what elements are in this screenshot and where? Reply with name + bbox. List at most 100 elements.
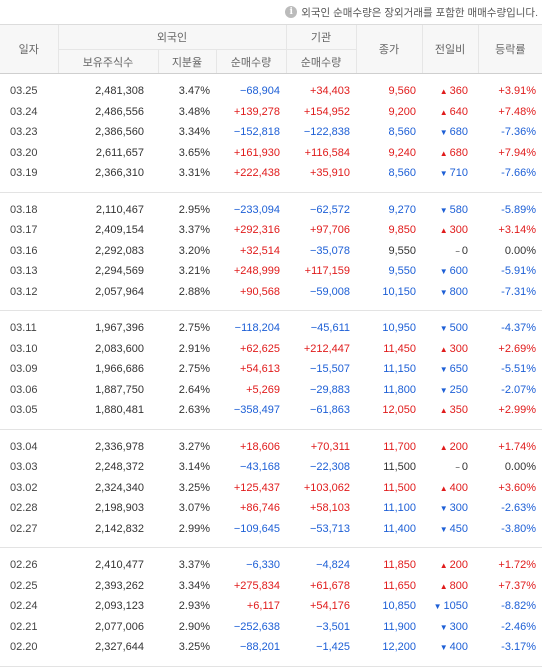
row-foreign-net: −358,497 bbox=[233, 404, 281, 417]
row-rate: -3.80% bbox=[501, 522, 537, 535]
down-triangle-icon: ▼ bbox=[439, 504, 448, 514]
row-change-value: 450 bbox=[449, 522, 469, 535]
up-triangle-icon: ▲ bbox=[439, 226, 448, 236]
col-rate: 등락률 bbox=[477, 24, 542, 74]
up-triangle-icon: ▲ bbox=[439, 344, 448, 354]
table-row: 03.03 2,248,372 3.14% −43,168 −22,308 11,500−… bbox=[0, 457, 542, 478]
row-holdings: 2,611,657 bbox=[95, 146, 144, 159]
row-date: 03.10 bbox=[10, 342, 38, 355]
row-rate: +1.74% bbox=[498, 440, 537, 453]
row-change: ▼ 600 bbox=[422, 261, 478, 282]
separator-cell bbox=[0, 183, 542, 193]
notice-text: 외국인 순매수량은 장외거래를 포함한 매매수량입니다. bbox=[301, 6, 538, 19]
table-body: 03.25 2,481,308 3.47% −68,904 +34,403 9,560 ▲ 3… bbox=[0, 74, 542, 667]
row-ratio: 2.75% bbox=[178, 363, 210, 376]
gap-cell bbox=[0, 192, 542, 200]
down-triangle-icon: ▼ bbox=[439, 324, 448, 334]
group-separator bbox=[0, 420, 542, 430]
row-foreign-net: +54,613 bbox=[239, 363, 281, 376]
row-inst-net: −1,425 bbox=[316, 641, 351, 654]
row-ratio: 3.48% bbox=[178, 105, 210, 118]
table-row: 03.11 1,967,396 2.75% −118,204 −45,611 10,950… bbox=[0, 318, 542, 339]
row-change-value: 580 bbox=[449, 203, 469, 216]
row-foreign-net: −233,094 bbox=[233, 203, 281, 216]
row-date: 03.09 bbox=[10, 363, 38, 376]
row-change-value: 710 bbox=[449, 167, 469, 180]
row-ratio: 3.25% bbox=[178, 641, 210, 654]
row-date: 03.23 bbox=[10, 126, 38, 139]
down-triangle-icon: ▼ bbox=[439, 267, 448, 277]
col-holdings: 보유주식수 bbox=[57, 49, 158, 74]
row-ratio: 2.75% bbox=[178, 322, 210, 335]
row-holdings: 2,327,644 bbox=[95, 641, 144, 654]
group-gap bbox=[0, 74, 542, 82]
row-rate: +3.60% bbox=[498, 481, 537, 494]
row-date: 03.25 bbox=[10, 85, 38, 98]
down-triangle-icon: ▼ bbox=[439, 365, 448, 375]
row-rate: -2.63% bbox=[501, 502, 537, 515]
row-holdings: 2,110,467 bbox=[95, 203, 144, 216]
row-rate: +3.14% bbox=[498, 224, 537, 237]
separator-cell bbox=[0, 420, 542, 430]
down-triangle-icon: ▼ bbox=[439, 169, 448, 179]
row-rate: -7.36% bbox=[501, 126, 537, 139]
row-change-value: 0 bbox=[461, 244, 469, 257]
row-change: ▲ 360 bbox=[422, 81, 478, 102]
table-row: 03.10 2,083,600 2.91% +62,625 +212,447 11,450… bbox=[0, 339, 542, 360]
row-inst-net: +212,447 bbox=[303, 342, 351, 355]
row-change: ▼ 300 bbox=[422, 498, 478, 519]
row-holdings: 2,142,832 bbox=[95, 522, 144, 535]
group-gap bbox=[0, 548, 542, 556]
row-date: 03.17 bbox=[10, 224, 38, 237]
row-rate: -5.89% bbox=[501, 203, 537, 216]
info-icon: i bbox=[285, 6, 298, 18]
row-inst-net: −45,611 bbox=[310, 322, 351, 335]
row-ratio: 2.88% bbox=[178, 285, 210, 298]
table-row: 03.25 2,481,308 3.47% −68,904 +34,403 9,560 ▲ 3… bbox=[0, 81, 542, 102]
row-inst-net: +35,910 bbox=[309, 167, 351, 180]
row-foreign-net: +275,834 bbox=[233, 579, 281, 592]
row-holdings: 2,077,006 bbox=[95, 620, 144, 633]
row-foreign-net: +32,514 bbox=[239, 244, 281, 257]
row-close: 11,650 bbox=[383, 579, 417, 592]
row-close: 11,400 bbox=[383, 522, 417, 535]
down-triangle-icon: ▼ bbox=[439, 205, 448, 215]
row-change-value: 640 bbox=[449, 105, 469, 118]
row-change: ▼ 710 bbox=[422, 163, 478, 184]
row-close: 11,800 bbox=[383, 383, 417, 396]
down-triangle-icon: ▼ bbox=[439, 524, 448, 534]
row-change-value: 500 bbox=[449, 322, 469, 335]
group-separator bbox=[0, 183, 542, 193]
separator-cell bbox=[0, 657, 542, 667]
row-change: ▲ 800 bbox=[422, 576, 478, 597]
row-ratio: 3.65% bbox=[178, 146, 210, 159]
row-holdings: 2,386,560 bbox=[95, 126, 144, 139]
row-holdings: 2,294,569 bbox=[95, 265, 144, 278]
row-foreign-net: −118,204 bbox=[234, 322, 281, 335]
row-foreign-net: +222,438 bbox=[233, 167, 281, 180]
col-date: 일자 bbox=[0, 24, 58, 74]
row-date: 03.20 bbox=[10, 146, 38, 159]
row-inst-net: −61,863 bbox=[309, 404, 351, 417]
row-close: 8,560 bbox=[388, 167, 417, 180]
row-close: 11,700 bbox=[383, 440, 417, 453]
down-triangle-icon: ▼ bbox=[439, 128, 448, 138]
gap-cell bbox=[0, 74, 542, 82]
row-inst-net: +58,103 bbox=[309, 502, 351, 515]
table-row: 03.12 2,057,964 2.88% +90,568 −59,008 10,150 ▼… bbox=[0, 282, 542, 303]
row-close: 9,200 bbox=[388, 105, 417, 118]
col-ratio: 지분율 bbox=[157, 49, 216, 74]
group-separator bbox=[0, 539, 542, 548]
row-ratio: 3.21% bbox=[178, 265, 210, 278]
up-triangle-icon: ▲ bbox=[439, 581, 448, 591]
row-foreign-net: +248,999 bbox=[233, 265, 281, 278]
row-close: 12,200 bbox=[382, 641, 417, 654]
row-date: 03.03 bbox=[10, 461, 38, 474]
row-ratio: 3.25% bbox=[178, 481, 210, 494]
row-close: 9,270 bbox=[388, 203, 417, 216]
row-rate: -2.46% bbox=[501, 620, 537, 633]
row-rate: -7.31% bbox=[501, 285, 537, 298]
row-holdings: 1,887,750 bbox=[95, 383, 144, 396]
row-ratio: 2.90% bbox=[178, 620, 210, 633]
row-change: ▲ 300 bbox=[422, 339, 478, 360]
